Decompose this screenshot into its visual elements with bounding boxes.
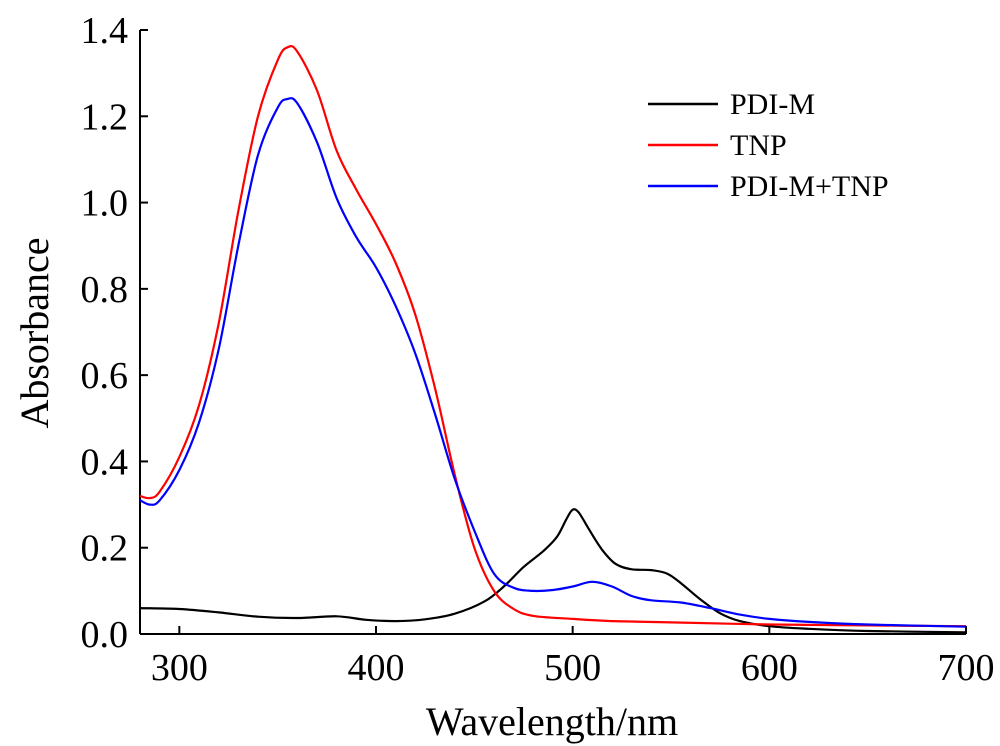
legend-label: PDI-M <box>730 88 815 121</box>
y-tick-label: 1.4 <box>81 10 129 52</box>
y-axis-title: Absorbance <box>12 237 57 428</box>
y-tick-label: 0.0 <box>81 614 129 656</box>
y-tick-label: 1.0 <box>81 183 129 225</box>
series-line-pdi-m-tnp <box>139 97 967 628</box>
x-axis-title: Wavelength/nm <box>426 699 678 744</box>
x-axis-ticks: 300 400 500 600 700 <box>151 626 995 689</box>
y-tick-label: 0.2 <box>81 528 129 570</box>
x-tick-label: 400 <box>348 647 405 689</box>
y-tick-label: 0.6 <box>81 355 129 397</box>
x-tick-label: 300 <box>151 647 208 689</box>
legend: PDI-M TNP PDI-M+TNP <box>648 88 889 203</box>
plot-lines <box>139 45 967 634</box>
x-tick-label: 500 <box>544 647 601 689</box>
y-tick-label: 1.2 <box>81 96 129 138</box>
axes <box>139 30 966 635</box>
y-axis-ticks: 0.0 0.2 0.4 0.6 0.8 1.0 1.2 1.4 <box>81 10 148 656</box>
legend-label: PDI-M+TNP <box>730 170 889 203</box>
y-tick-label: 0.8 <box>81 269 129 311</box>
y-tick-label: 0.4 <box>81 441 129 483</box>
legend-label: TNP <box>730 129 787 162</box>
x-tick-label: 600 <box>741 647 798 689</box>
series-line-tnp <box>139 45 967 628</box>
x-tick-label: 700 <box>938 647 995 689</box>
series-line-pdi-m <box>139 508 967 634</box>
